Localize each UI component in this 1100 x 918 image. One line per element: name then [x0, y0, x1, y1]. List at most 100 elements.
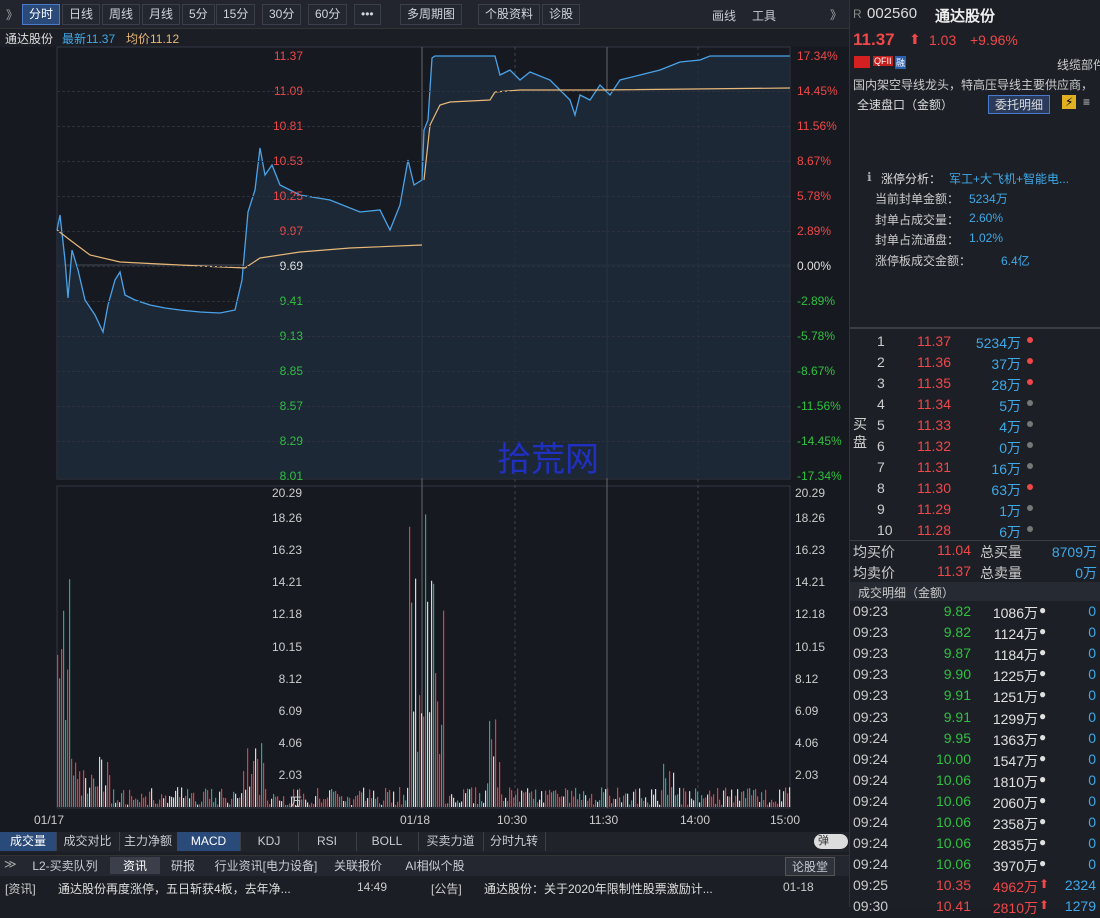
volume-bar [573, 796, 575, 807]
time-tick-label: 11:30 [589, 813, 619, 827]
volume-bar [769, 802, 771, 807]
dot [1027, 337, 1033, 343]
grid-line [57, 196, 790, 197]
indicator-tab[interactable]: BOLL [356, 832, 419, 851]
volume-bar [373, 790, 375, 807]
toolbar-tab[interactable]: 日线 [62, 4, 101, 25]
volume-bar [113, 789, 115, 807]
toolbar-tab[interactable]: 60分 [308, 4, 348, 25]
bid-volume: 16万 [991, 461, 1021, 477]
volume-bar [305, 799, 307, 807]
volume-bar [117, 800, 119, 807]
popup-toggle[interactable]: 弹 [814, 834, 848, 849]
indicator-tab[interactable]: MACD [177, 832, 241, 851]
volume-bar [479, 793, 481, 807]
volume-bar [219, 791, 221, 807]
toolbar-tab[interactable]: 月线 [142, 4, 181, 25]
indicator-tab[interactable]: 成交量 [0, 832, 57, 851]
volume-bar [289, 803, 291, 807]
toolbar-tab[interactable]: 多周期图 [400, 4, 463, 25]
level: 3 [877, 375, 885, 391]
volume-bar [181, 787, 183, 807]
bottom-tab[interactable]: 资讯 [110, 857, 160, 874]
indicator-tab[interactable]: KDJ [240, 832, 299, 851]
volume-bar [531, 791, 533, 807]
indicator-tab[interactable]: 主力净额 [119, 832, 178, 851]
volume-bar [365, 800, 367, 807]
trade-time: 09:24 [853, 729, 889, 746]
bid-price: 11.31 [917, 459, 951, 475]
dot [1027, 484, 1033, 490]
volume-bar [93, 778, 95, 807]
dot [1027, 421, 1033, 427]
volume-bar [553, 790, 555, 807]
news-text[interactable]: 通达股份：关于2020年限制性股票激励计... [484, 882, 713, 896]
news-tag: [公告] [431, 882, 462, 896]
indicator-tab[interactable]: 分时九转 [483, 832, 546, 851]
volume-bar [615, 799, 617, 807]
trade-time: 09:23 [853, 624, 889, 641]
bottom-tab[interactable]: 研报 [170, 859, 195, 873]
volume-bar [475, 787, 477, 807]
trades-title: 成交明细（金额） [858, 586, 955, 600]
toolbar-tab[interactable]: 15分 [216, 4, 256, 25]
indicator-tab[interactable]: 买卖力道 [418, 832, 484, 851]
trade-amount: 1547万 [992, 752, 1038, 769]
trade-time: 09:24 [853, 835, 889, 852]
forum-btn[interactable]: 论股堂 [785, 857, 836, 876]
volume-bar [195, 801, 197, 807]
book-label: 买盘 [853, 416, 867, 450]
toolbar-tab[interactable]: 分时 [22, 4, 61, 25]
indicator-tab[interactable]: RSI [298, 832, 357, 851]
trade-amount: 1086万 [992, 605, 1038, 621]
bottom-tab[interactable]: L2-买卖队列 [32, 859, 98, 873]
volume-bar [135, 798, 137, 807]
volume-bar [237, 798, 239, 807]
volume-bar [471, 787, 473, 807]
volume-tick-label: 4.06 [278, 736, 302, 750]
volume-bar [747, 788, 749, 807]
trade-time: 09:24 [853, 750, 889, 767]
volume-bar [59, 678, 61, 807]
volume-bar [467, 788, 469, 807]
volume-bar [487, 783, 489, 807]
toolbar-tab[interactable]: 周线 [102, 4, 141, 25]
volume-bar [123, 790, 125, 807]
volume-bar [623, 795, 625, 807]
volume-bar [207, 790, 209, 807]
flag [854, 56, 870, 68]
volume-bar [439, 754, 441, 807]
panel-tab[interactable]: 委托明细 [988, 95, 1051, 114]
summary-label: 总买量 [980, 544, 1022, 560]
volume-bar [167, 802, 169, 807]
volume-bar [145, 796, 147, 807]
bottom-tab[interactable]: 行业资讯[电力设备] [214, 859, 318, 873]
volume-bar [65, 719, 67, 807]
toolbar-right[interactable]: 画线 [712, 9, 737, 23]
volume-bar [777, 803, 779, 807]
trade-amount: 1225万 [992, 668, 1038, 685]
panel-tab[interactable]: 全速盘口（金额） [857, 98, 954, 112]
toolbar-tab[interactable]: ••• [354, 4, 381, 25]
avg-line [423, 87, 791, 181]
volume-bar [691, 798, 693, 807]
toolbar-tab[interactable]: 诊股 [542, 4, 581, 25]
bottom-tab[interactable]: 关联报价 [333, 859, 382, 873]
volume-frame [56, 485, 791, 809]
bottom-tab[interactable]: AI相似个股 [405, 859, 465, 873]
volume-bar [131, 796, 133, 807]
news-text[interactable]: 通达股份再度涨停，五日斩获4板，去年净... [58, 882, 291, 896]
indicator-tab[interactable]: 成交对比 [56, 832, 120, 851]
dot [1027, 358, 1033, 364]
toolbar-right[interactable]: 工具 [752, 9, 777, 23]
volume-bar [313, 803, 315, 807]
volume-bar [227, 802, 229, 807]
volume-bar [67, 669, 69, 807]
toolbar-tab[interactable]: 5分 [182, 4, 215, 25]
toolbar-tab[interactable]: 30分 [262, 4, 302, 25]
volume-bar [765, 789, 767, 807]
volume-bar [103, 791, 105, 807]
toolbar-tab[interactable]: 个股资料 [478, 4, 541, 25]
trade-icon: ● [1039, 814, 1047, 828]
avg: 均价11.12 [126, 32, 180, 46]
